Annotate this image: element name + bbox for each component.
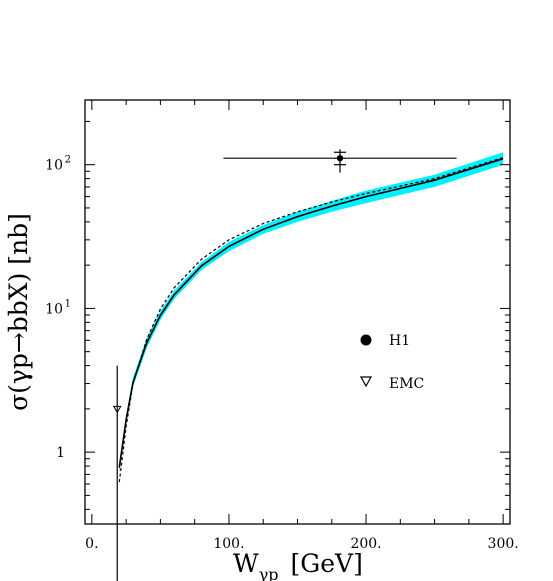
x-axis-label: Wγp [GeV] bbox=[233, 549, 363, 581]
legend-marker-h1 bbox=[360, 334, 372, 346]
x-axis-label-main: W bbox=[233, 549, 259, 578]
data-point-layer bbox=[112, 149, 457, 581]
plot-frame bbox=[84, 99, 511, 525]
legend-label-emc: EMC bbox=[389, 376, 424, 392]
x-axis-label-unit: [GeV] bbox=[291, 549, 363, 578]
x-tick-label: 300. bbox=[488, 536, 519, 552]
data-point-h1 bbox=[336, 154, 344, 162]
legend-label-h1: H1 bbox=[389, 333, 410, 349]
curve-alternative bbox=[118, 157, 504, 483]
data-point-emc bbox=[112, 405, 122, 414]
y-tick-label: 10 bbox=[45, 301, 63, 317]
y-tick-label: 10 bbox=[45, 158, 63, 174]
band-layer bbox=[119, 152, 504, 473]
x-axis-label-subscript: γp bbox=[259, 565, 279, 581]
x-tick-label: 200. bbox=[350, 536, 381, 552]
y-tick-label: 1 bbox=[56, 445, 65, 461]
legend: H1 EMC bbox=[359, 333, 424, 392]
legend-marker-emc bbox=[359, 376, 373, 388]
x-tick-label: 0. bbox=[85, 536, 98, 552]
curve-layer bbox=[118, 157, 504, 483]
y-tick-exponent: 1 bbox=[65, 298, 71, 309]
x-tick-label: 100. bbox=[213, 536, 244, 552]
y-axis-label: σ(γp→bbX) [nb] bbox=[4, 213, 33, 411]
curve-central bbox=[118, 157, 504, 468]
y-tick-exponent: 2 bbox=[65, 155, 71, 166]
uncertainty-band bbox=[119, 152, 504, 473]
